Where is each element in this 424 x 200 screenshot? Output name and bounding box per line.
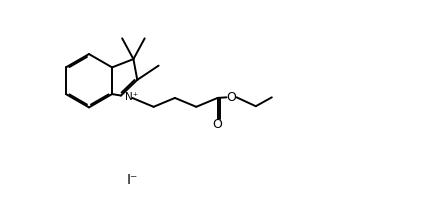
Text: O: O <box>226 91 236 104</box>
Text: N⁺: N⁺ <box>125 92 138 102</box>
Text: I⁻: I⁻ <box>126 173 138 187</box>
Text: O: O <box>213 118 223 131</box>
